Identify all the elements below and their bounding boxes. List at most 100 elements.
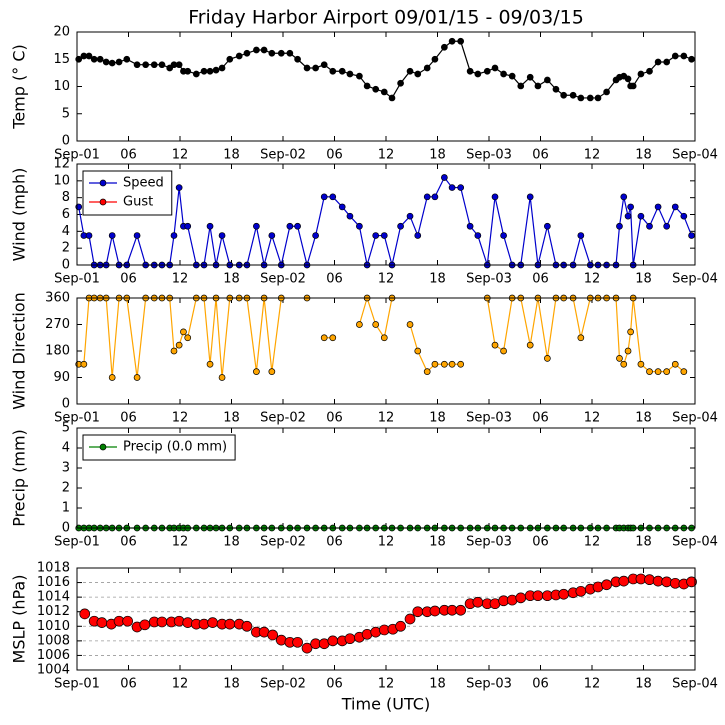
data-point (253, 46, 260, 54)
y-tick-label: 8 (62, 190, 70, 205)
data-point (142, 61, 150, 69)
data-point (243, 49, 251, 57)
x-tick-label: 06 (532, 677, 549, 692)
data-point (206, 360, 214, 368)
x-tick-label: 06 (326, 148, 343, 163)
x-tick-label: 06 (120, 677, 137, 692)
plot-frame (76, 567, 696, 671)
data-point (624, 75, 632, 83)
data-point (312, 232, 319, 239)
x-tick-label: Sep-01 (54, 148, 100, 163)
data-point (414, 347, 422, 355)
data-point (268, 232, 276, 239)
data-point (577, 232, 585, 239)
data-point (517, 82, 525, 90)
legend-marker (99, 443, 107, 451)
legend-label: Gust (123, 195, 153, 210)
data-point (457, 37, 465, 45)
x-tick-label: 12 (172, 272, 189, 287)
x-tick-label: Sep-04 (672, 272, 718, 287)
x-tick-label: 18 (429, 677, 446, 692)
data-point (320, 193, 328, 201)
data-point (180, 328, 187, 336)
data-point (133, 232, 141, 239)
y-tick-label: 20 (53, 25, 70, 40)
data-point (534, 82, 542, 90)
data-point (175, 341, 183, 349)
x-tick-label: 06 (120, 535, 137, 550)
data-point (380, 232, 388, 239)
data-point (526, 341, 534, 349)
data-point (466, 67, 474, 75)
data-point (646, 368, 653, 375)
x-tick-label: Sep-04 (672, 677, 718, 692)
data-point (594, 94, 602, 102)
data-point (397, 79, 404, 87)
x-tick-label: 18 (223, 535, 240, 550)
y-tick-label: 0 (62, 521, 70, 536)
data-point (184, 222, 192, 230)
data-point (388, 94, 396, 102)
y-tick-label: 360 (45, 291, 70, 306)
y-tick-label: 90 (53, 370, 70, 385)
y-tick-label: 0 (62, 397, 70, 412)
data-point (586, 94, 594, 102)
data-point (224, 618, 236, 630)
data-point (90, 55, 98, 63)
x-tick-label: 06 (532, 535, 549, 550)
x-tick-label: 06 (326, 535, 343, 550)
data-point (218, 64, 226, 72)
data-point (423, 64, 431, 72)
x-tick-label: 18 (223, 148, 240, 163)
data-point (329, 67, 337, 75)
data-point (133, 61, 141, 69)
data-point (175, 61, 183, 69)
data-point (515, 592, 527, 604)
x-tick-label: 12 (378, 535, 395, 550)
y-tick-label: 4 (62, 441, 70, 456)
x-tick-label: 18 (429, 148, 446, 163)
data-point (175, 184, 183, 191)
x-tick-label: 18 (223, 411, 240, 426)
y-tick-label: 10 (53, 79, 70, 94)
y-tick-label: 180 (45, 344, 70, 359)
data-point (380, 88, 388, 96)
data-point (688, 232, 695, 239)
data-point (292, 636, 303, 648)
y-tick-label: 4 (62, 224, 70, 239)
data-point (406, 212, 414, 220)
data-point (618, 575, 630, 587)
data-point (654, 58, 662, 66)
x-tick-label: 12 (378, 677, 395, 692)
data-point (544, 76, 551, 84)
x-tick-label: Sep-02 (260, 411, 306, 426)
x-tick-label: Sep-03 (466, 535, 512, 550)
data-point (372, 321, 380, 328)
data-point (102, 58, 110, 66)
x-tick-label: 06 (532, 272, 549, 287)
data-point (356, 72, 363, 80)
data-point (150, 61, 158, 69)
y-tick-label: 1 (62, 501, 70, 516)
y-axis-label: Wind Direction (10, 292, 29, 410)
data-point (671, 203, 679, 211)
x-tick-label: 18 (635, 677, 652, 692)
data-point (218, 374, 226, 381)
data-point (603, 88, 610, 96)
data-point (637, 212, 645, 220)
data-point (560, 91, 568, 99)
data-point (646, 67, 653, 75)
data-point (526, 193, 534, 201)
data-point (686, 576, 697, 588)
panel: 0 5 10 15 20 Sep-01 06 12 18 Sep-02 06 12 18 Sep-03 06… (10, 25, 718, 163)
data-point (637, 70, 645, 78)
plot-frame (76, 297, 696, 405)
data-point (448, 37, 456, 45)
x-tick-label: 12 (584, 535, 601, 550)
data-point (448, 184, 456, 191)
data-point (312, 64, 319, 72)
data-point (663, 368, 671, 375)
y-tick-label: 0 (62, 258, 70, 273)
data-point (663, 222, 671, 230)
